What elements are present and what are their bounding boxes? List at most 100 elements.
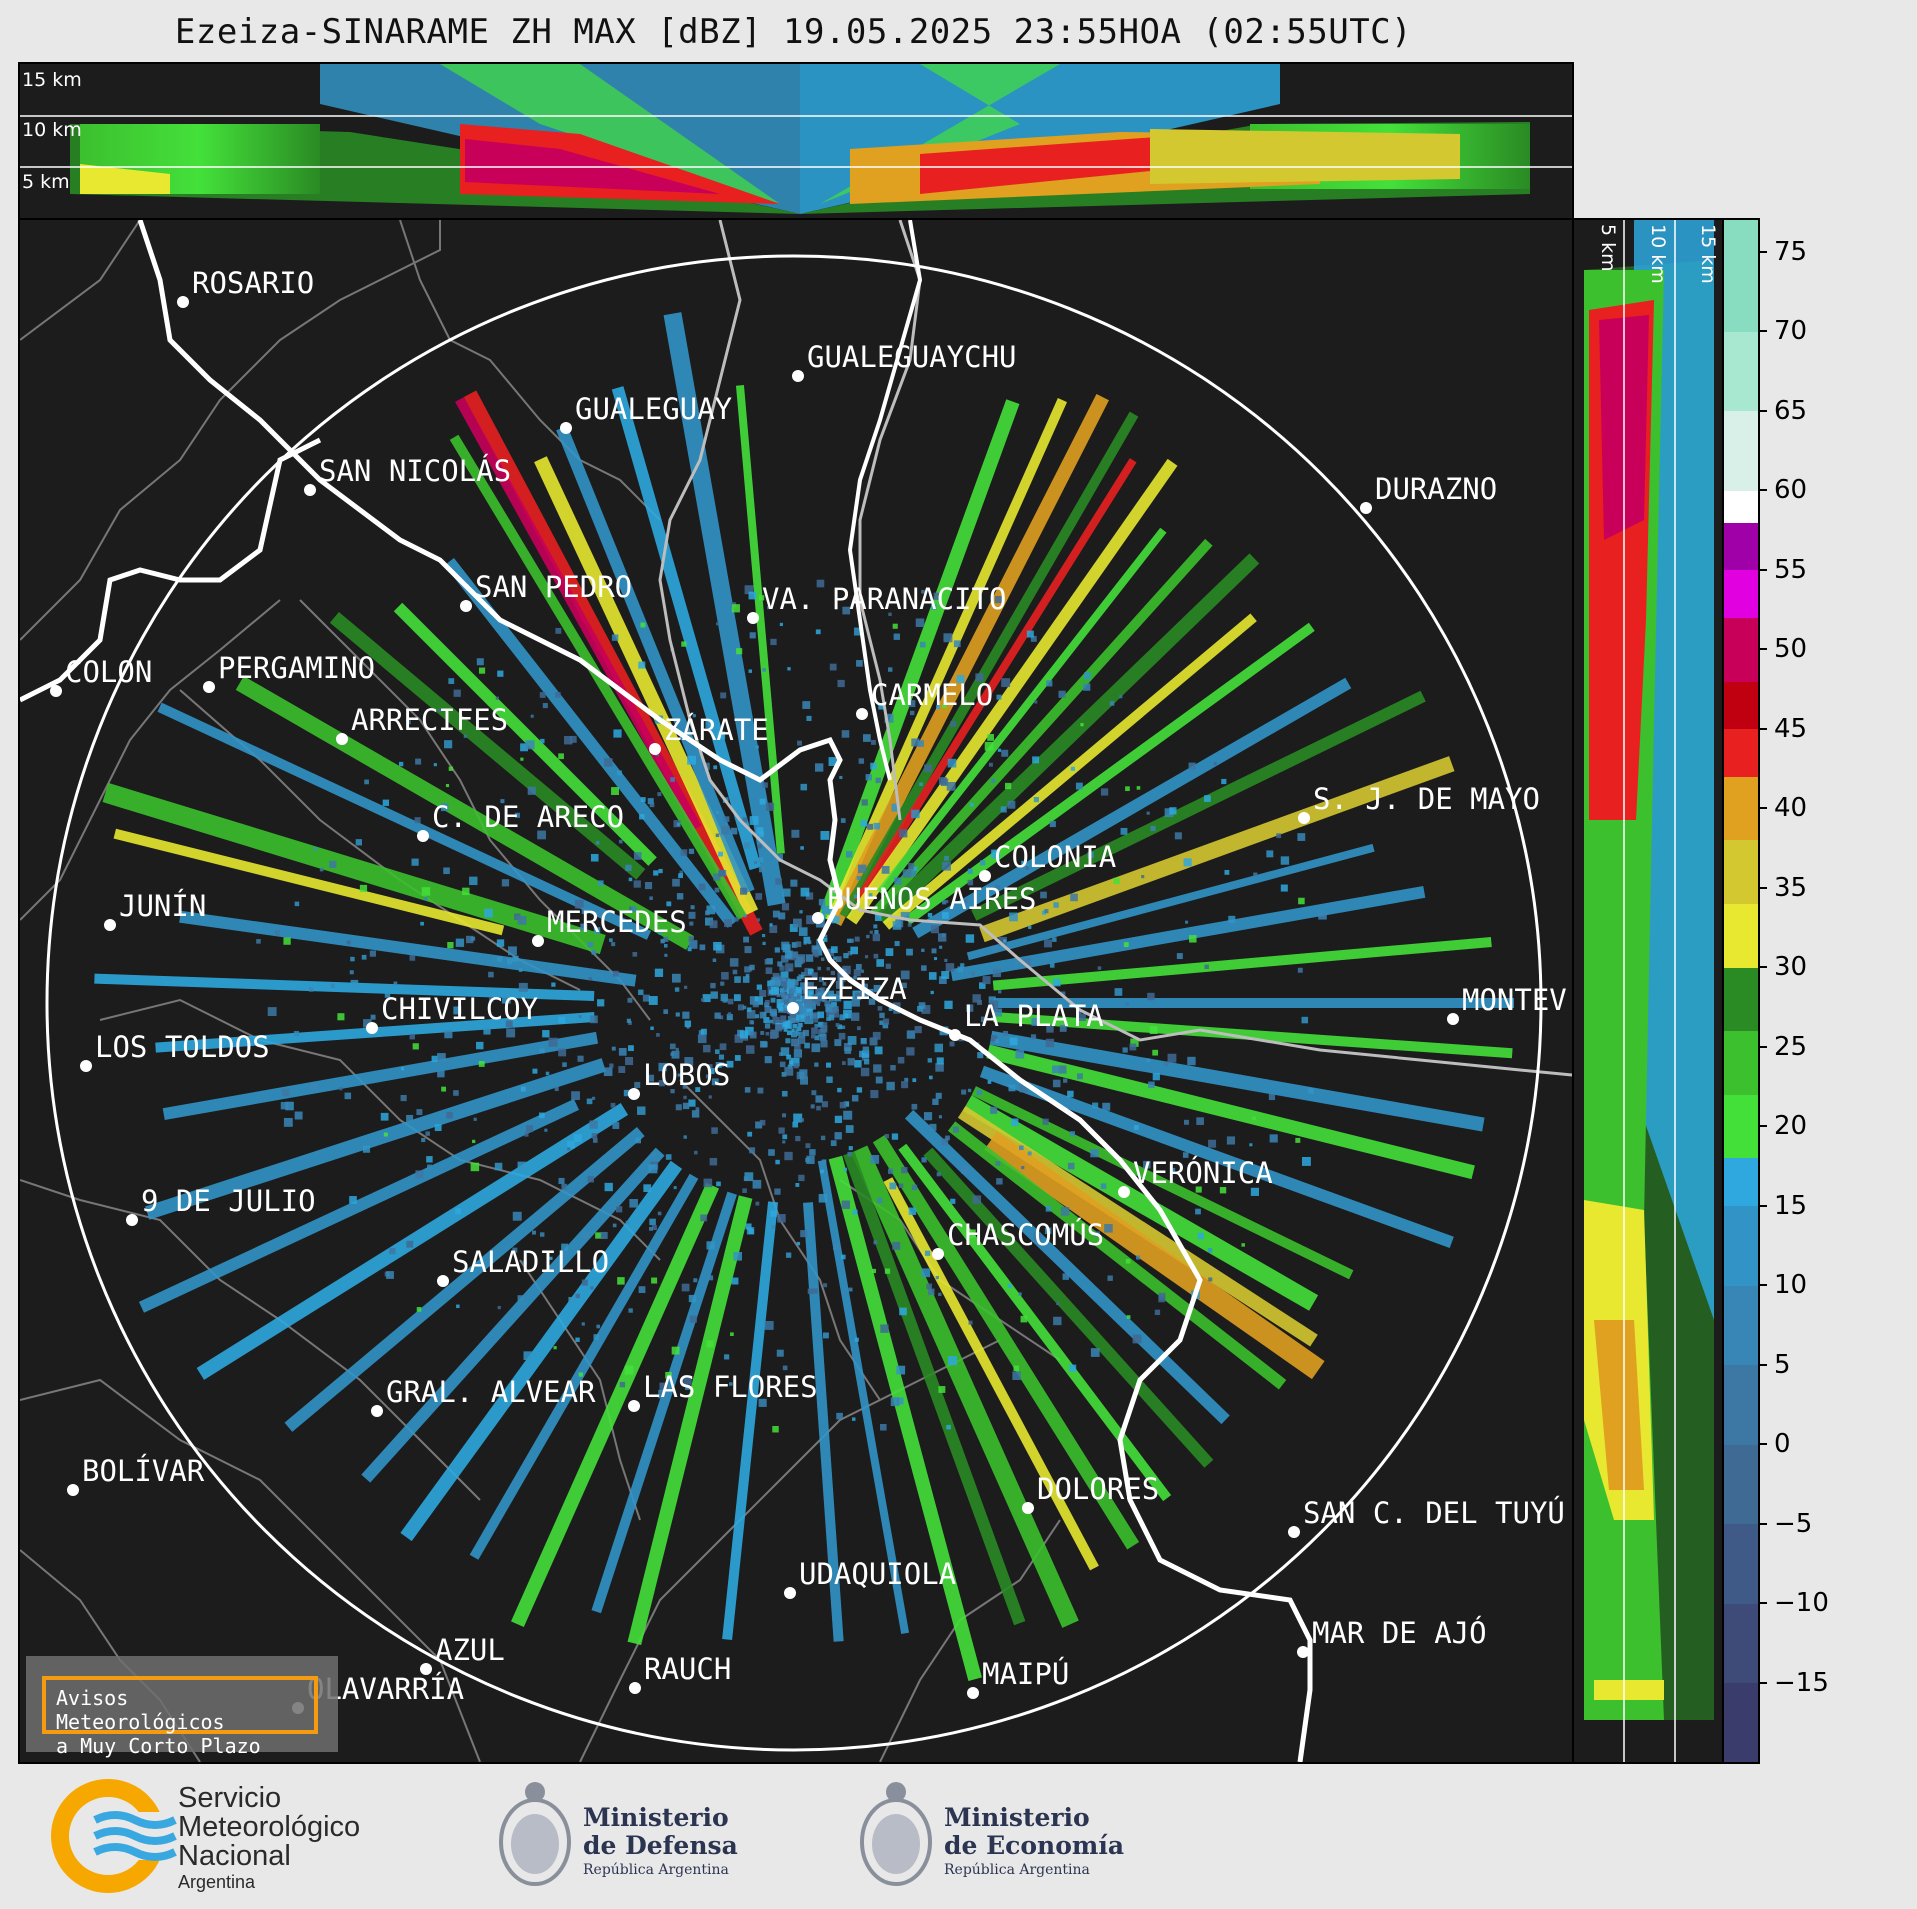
echo-pixel bbox=[744, 585, 754, 595]
echo-pixel bbox=[349, 1196, 357, 1204]
echo-pixel bbox=[763, 1016, 770, 1024]
echo-pixel bbox=[828, 757, 838, 766]
echo-pixel bbox=[967, 868, 973, 874]
echo-pixel bbox=[847, 1036, 857, 1045]
echo-pixel bbox=[1171, 1167, 1176, 1172]
echo-pixel bbox=[785, 995, 793, 1004]
echo-pixel bbox=[448, 678, 455, 684]
echo-pixel bbox=[555, 692, 561, 698]
echo-ray bbox=[818, 399, 1020, 921]
echo-pixel bbox=[361, 954, 367, 960]
echo-pixel bbox=[554, 1086, 559, 1091]
echo-pixel bbox=[944, 1000, 953, 1009]
echo-pixel bbox=[534, 1018, 540, 1024]
echo-pixel bbox=[814, 763, 824, 772]
echo-pixel bbox=[913, 866, 918, 871]
city-dot bbox=[437, 1275, 449, 1287]
echo-pixel bbox=[769, 1008, 777, 1016]
city-label: S. J. DE MAYO bbox=[1313, 782, 1540, 816]
echo-ray bbox=[393, 602, 657, 866]
echo-pixel bbox=[862, 1046, 870, 1053]
echo-pixel bbox=[826, 967, 830, 971]
echo-pixel bbox=[426, 1156, 433, 1163]
city-dot bbox=[1288, 1526, 1300, 1538]
echo-pixel bbox=[697, 1034, 707, 1044]
echo-pixel bbox=[836, 981, 844, 989]
echo-pixel bbox=[349, 970, 354, 975]
warning-box[interactable]: Avisos Meteorológicos a Muy Corto Plazo bbox=[26, 1656, 338, 1758]
echo-pixel bbox=[778, 1006, 784, 1012]
echo-pixel bbox=[1078, 1013, 1086, 1021]
echo-pixel bbox=[762, 941, 766, 946]
echo-pixel bbox=[795, 956, 804, 965]
echo-pixel bbox=[833, 956, 837, 961]
city-dot bbox=[949, 1029, 961, 1041]
echo-pixel bbox=[784, 950, 793, 959]
echo-pixel bbox=[616, 1206, 623, 1213]
echo-pixel bbox=[705, 910, 710, 916]
echo-pixel bbox=[777, 1002, 785, 1010]
dbz-colorbar bbox=[1722, 218, 1760, 1764]
echo-ray bbox=[877, 527, 1167, 896]
echo-pixel bbox=[950, 1198, 956, 1204]
city-label: CHASCOMÚS bbox=[947, 1218, 1104, 1252]
city-marker: ZÁRATE bbox=[649, 713, 769, 755]
echo-pixel bbox=[660, 938, 665, 944]
colorbar-tick-label: 60 bbox=[1774, 475, 1808, 506]
echo-pixel bbox=[822, 1332, 829, 1339]
echo-pixel bbox=[846, 851, 853, 858]
echo-pixel bbox=[935, 1092, 942, 1099]
top-echo-band bbox=[70, 64, 1530, 214]
city-marker: GUALEGUAYCHU bbox=[792, 340, 1017, 382]
echo-pixel bbox=[669, 1043, 676, 1050]
echo-pixel bbox=[587, 1175, 595, 1183]
echo-pixel bbox=[789, 1060, 793, 1065]
echo-pixel bbox=[861, 1050, 870, 1058]
echo-pixel bbox=[393, 981, 398, 986]
echo-pixel bbox=[1119, 695, 1123, 699]
city-marker: LOS TOLDOS bbox=[80, 1030, 270, 1072]
echo-pixel bbox=[709, 920, 718, 929]
echo-pixel bbox=[879, 1012, 885, 1019]
city-dot bbox=[460, 600, 472, 612]
echo-pixel bbox=[988, 762, 993, 767]
echo-pixel bbox=[795, 1028, 799, 1033]
echo-pixel bbox=[638, 661, 646, 669]
echo-pixel bbox=[1001, 678, 1011, 688]
echo-pixel bbox=[774, 947, 780, 953]
echo-pixel bbox=[793, 1049, 803, 1058]
echo-pixel bbox=[689, 921, 694, 926]
echo-pixel bbox=[1104, 1224, 1113, 1233]
echo-pixel bbox=[792, 979, 799, 986]
echo-pixel bbox=[965, 1004, 974, 1012]
echo-pixel bbox=[782, 978, 787, 983]
radar-map-panel[interactable]: ROSARIO GUALEGUAYCHU GUALEGUAY SAN NICOLÁS D… bbox=[18, 218, 1574, 1764]
echo-pixel bbox=[854, 992, 862, 999]
echo-pixel bbox=[598, 880, 604, 886]
echo-pixel bbox=[805, 981, 814, 991]
echo-pixel bbox=[1297, 967, 1303, 973]
echo-pixel bbox=[1053, 902, 1059, 908]
echo-pixel bbox=[769, 1031, 778, 1039]
echo-pixel bbox=[1167, 1053, 1177, 1063]
city-dot bbox=[417, 830, 429, 842]
echo-ray bbox=[591, 1191, 737, 1614]
echo-pixel bbox=[670, 1088, 675, 1094]
echo-pixel bbox=[603, 1067, 613, 1077]
echo-pixel bbox=[843, 952, 849, 959]
echo-pixel bbox=[798, 927, 808, 936]
echo-pixel bbox=[771, 1225, 776, 1229]
echo-pixel bbox=[911, 1184, 918, 1191]
side-cross-section-panel: 5 km 10 km 15 km bbox=[1572, 218, 1724, 1764]
echo-pixel bbox=[363, 1019, 372, 1028]
echo-pixel bbox=[1003, 1030, 1008, 1036]
echo-ray bbox=[145, 1058, 606, 1220]
echo-pixel bbox=[488, 997, 494, 1002]
warning-box-text[interactable]: Avisos Meteorológicos a Muy Corto Plazo bbox=[42, 1676, 318, 1758]
echo-pixel bbox=[346, 940, 351, 945]
city-label: LOS TOLDOS bbox=[95, 1030, 270, 1064]
echo-pixel bbox=[769, 923, 773, 927]
echo-pixel bbox=[965, 934, 975, 943]
echo-pixel bbox=[807, 940, 812, 945]
echo-pixel bbox=[894, 941, 900, 947]
